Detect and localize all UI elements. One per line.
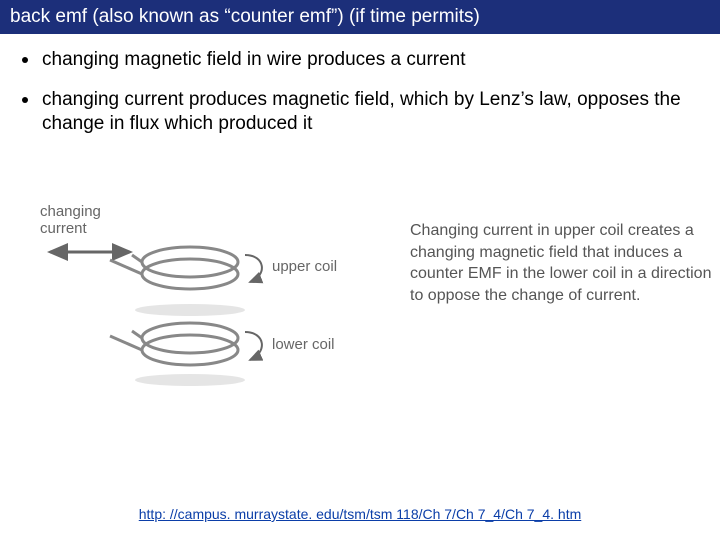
slide-title: back emf (also known as “counter emf”) (…: [10, 6, 480, 27]
diagram-side-text: Changing current in upper coil creates a…: [410, 220, 720, 306]
source-link[interactable]: http: //campus. murraystate. edu/tsm/tsm…: [139, 506, 582, 522]
bullet-dot-icon: [22, 97, 28, 103]
lower-coil-icon: [110, 323, 238, 365]
coil-svg: [40, 210, 380, 410]
slide-title-bar: back emf (also known as “counter emf”) (…: [0, 0, 720, 34]
upper-coil-label: upper coil: [272, 258, 337, 275]
shadow-icon: [135, 304, 245, 316]
coil-diagram: changing current: [40, 210, 700, 420]
bullet-list: changing magnetic field in wire produces…: [0, 34, 720, 135]
curve-arrow-icon: [245, 332, 262, 360]
bullet-text: changing magnetic field in wire produces…: [42, 48, 466, 72]
shadow-icon: [135, 374, 245, 386]
bullet-item: changing current produces magnetic field…: [22, 88, 698, 136]
footer-link-container: http: //campus. murraystate. edu/tsm/tsm…: [0, 506, 720, 522]
bullet-item: changing magnetic field in wire produces…: [22, 48, 698, 72]
bullet-text: changing current produces magnetic field…: [42, 88, 698, 136]
curve-arrow-icon: [245, 255, 262, 282]
bullet-dot-icon: [22, 57, 28, 63]
lower-coil-label: lower coil: [272, 336, 335, 353]
